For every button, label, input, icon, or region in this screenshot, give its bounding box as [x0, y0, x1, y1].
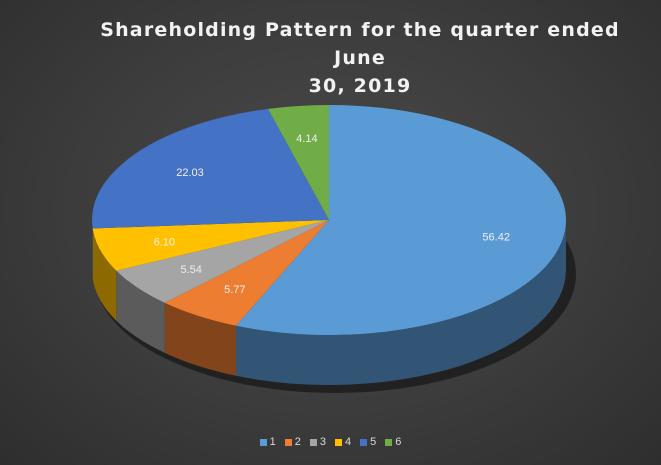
legend-label: 2 — [294, 436, 301, 448]
legend-label: 5 — [370, 436, 377, 448]
pie-slice-6[interactable] — [268, 105, 329, 220]
pie-slice-4[interactable] — [92, 220, 329, 271]
data-label-5: 22.03 — [176, 167, 204, 179]
data-label-4: 6.10 — [154, 237, 175, 249]
legend-label: 6 — [395, 436, 402, 448]
legend-swatch — [360, 438, 368, 446]
chart-title-line1: Shareholding Pattern for the quarter end… — [100, 19, 620, 69]
pie-side-3 — [116, 270, 165, 353]
pie-slice-1[interactable] — [235, 105, 566, 335]
pie-side-2 — [164, 302, 236, 376]
data-label-6: 4.14 — [296, 133, 317, 145]
legend-item-1[interactable]: 1 — [259, 436, 276, 448]
legend-item-6[interactable]: 6 — [385, 436, 401, 448]
legend-item-3[interactable]: 3 — [309, 436, 326, 448]
pie-side-5 — [92, 220, 93, 279]
legend-item-2[interactable]: 2 — [284, 436, 301, 448]
legend: 1 2 3 4 5 6 — [0, 436, 661, 448]
legend-swatch — [335, 438, 342, 446]
data-label-3: 5.54 — [180, 264, 201, 276]
pie-side-1 — [235, 220, 566, 385]
data-label-1: 56.42 — [482, 232, 510, 244]
pie-slice-3[interactable] — [116, 220, 329, 303]
chart-title: Shareholding Pattern for the quarter end… — [100, 16, 620, 100]
data-label-2: 5.77 — [224, 284, 245, 296]
pie-slice-5[interactable] — [91, 108, 329, 229]
legend-swatch — [284, 438, 292, 446]
chart-title-line2: 30, 2019 — [308, 75, 412, 97]
legend-swatch — [309, 438, 317, 446]
legend-label: 1 — [269, 436, 276, 448]
legend-item-5[interactable]: 5 — [360, 436, 376, 448]
legend-label: 4 — [345, 436, 352, 448]
pie-slice-2[interactable] — [164, 220, 329, 326]
pie-side-4 — [92, 228, 117, 321]
legend-label: 3 — [319, 436, 326, 448]
legend-item-4[interactable]: 4 — [335, 436, 351, 448]
legend-swatch — [259, 438, 267, 446]
legend-swatch — [385, 438, 393, 446]
